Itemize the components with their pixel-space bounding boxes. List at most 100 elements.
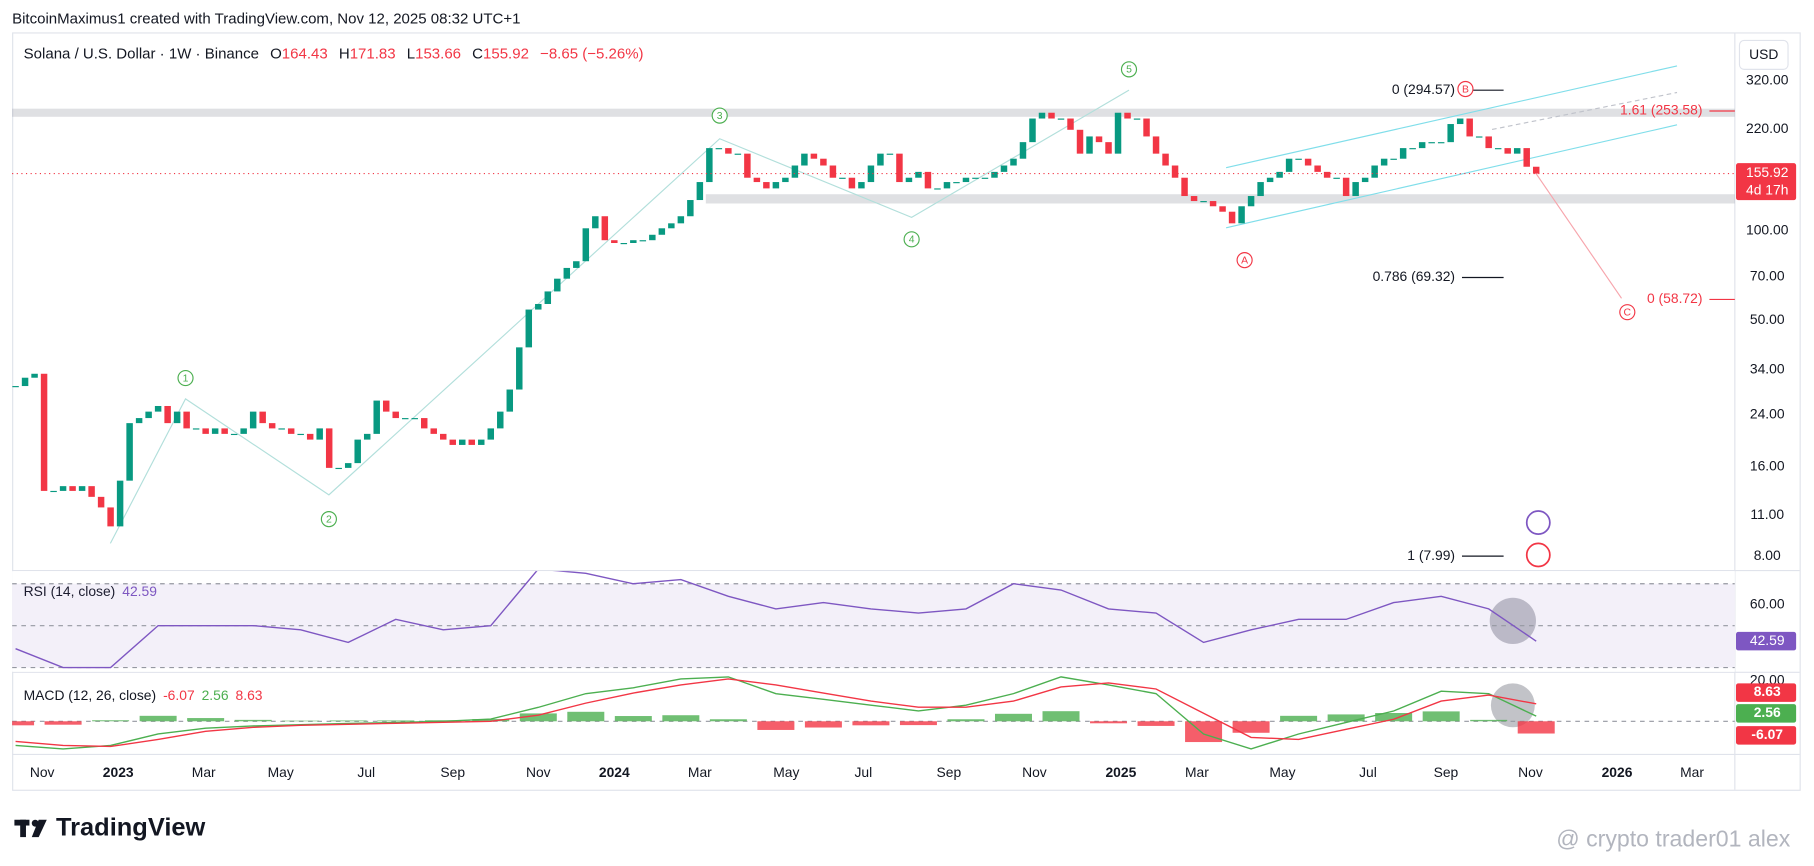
candle (877, 153, 884, 166)
logo: TradingView (56, 814, 206, 842)
candle (468, 439, 475, 445)
candle (173, 411, 181, 424)
candle (573, 261, 580, 268)
candle (449, 439, 456, 445)
candle (1152, 136, 1160, 154)
rsi-line (15, 571, 1537, 669)
rsi-last: 42.59 (1750, 632, 1785, 648)
histogram-bar (757, 721, 795, 730)
candle (1086, 136, 1093, 154)
candle (116, 480, 124, 527)
histogram-bar (1327, 714, 1365, 722)
candle (1057, 118, 1065, 120)
x-tick-label: 2024 (599, 764, 630, 780)
candle (50, 490, 57, 493)
wave-badge (177, 369, 194, 387)
candle (1105, 142, 1112, 154)
histogram-bar (804, 721, 842, 728)
candle (221, 428, 228, 434)
wave-label: 2 (326, 514, 332, 525)
wave-labels: 1 2 3 4 5 A B C (177, 61, 1636, 528)
candle (772, 182, 780, 189)
candle (12, 386, 19, 388)
x-tick-label: May (1269, 764, 1295, 780)
candle (1342, 177, 1350, 197)
macd-plot (12, 676, 1735, 750)
candle (430, 428, 437, 434)
candle (1200, 201, 1207, 203)
candle (202, 428, 209, 434)
wave-path (109, 89, 1130, 544)
histogram-bar (1375, 713, 1413, 722)
candle (544, 291, 552, 304)
candle (145, 411, 152, 419)
wave-label: A (1241, 255, 1248, 266)
x-tick-label: May (773, 764, 799, 780)
x-tick-label: Nov (1022, 764, 1047, 780)
candle (373, 400, 380, 434)
histogram-bar (329, 720, 367, 722)
currency-box[interactable] (1738, 39, 1789, 70)
candle (1143, 118, 1150, 137)
candle (1285, 158, 1293, 172)
y-tick-label: 100.00 (1746, 222, 1789, 238)
candle (164, 405, 171, 424)
macd-badge (1736, 704, 1797, 723)
signal-line (15, 678, 1537, 748)
candle (734, 153, 742, 155)
histogram-bar (614, 716, 652, 722)
ohlc-value: 153.66 (415, 45, 461, 62)
candle (440, 433, 447, 440)
histogram-bar (519, 713, 557, 722)
candle (1095, 136, 1103, 143)
candle (278, 428, 285, 430)
x-tick-label: May (268, 764, 294, 780)
countdown: 4d 17h (1746, 182, 1788, 198)
candle (249, 411, 257, 429)
candle (40, 373, 48, 491)
candle (1323, 171, 1331, 178)
fib-label: 1 (7.99) (1407, 547, 1455, 563)
candle (744, 153, 751, 178)
candle (753, 177, 761, 183)
y-tick-label: 16.00 (1750, 458, 1785, 474)
candle (525, 309, 533, 348)
wave-label: B (1462, 84, 1469, 95)
candle (1209, 201, 1217, 207)
wave-badge (1236, 252, 1253, 269)
ohlc-key: H (339, 45, 350, 62)
candle (611, 240, 618, 244)
x-tick-label: 2023 (103, 764, 134, 780)
candle (1437, 142, 1445, 144)
candle (858, 182, 865, 189)
candle (306, 433, 314, 440)
candle (1067, 118, 1074, 130)
x-tick-label: Sep (440, 764, 465, 780)
candle (497, 411, 504, 429)
fib-label: 0 (58.72) (1647, 290, 1702, 306)
histogram-bar (44, 721, 82, 725)
candle (915, 171, 922, 178)
candle (715, 148, 723, 150)
event-icon[interactable] (1525, 510, 1551, 536)
histogram-bar (899, 721, 937, 726)
candle (297, 433, 304, 436)
fib-label: 0 (294.57) (1392, 81, 1455, 97)
candle (259, 411, 266, 424)
candle (382, 400, 390, 412)
candle (981, 177, 989, 179)
candle (1361, 177, 1369, 183)
candle (21, 377, 29, 387)
event-icon[interactable] (1525, 542, 1551, 568)
candle (126, 423, 133, 481)
macd-last: 8.63 (1754, 683, 1781, 699)
candle (1409, 148, 1416, 150)
candle (1247, 196, 1255, 207)
candle (506, 389, 514, 412)
histogram-bar (1185, 721, 1223, 743)
rsi-pane (12, 571, 1735, 672)
candle (953, 182, 960, 184)
x-tick-label: Nov (1518, 764, 1543, 780)
currency[interactable]: USD (1749, 46, 1778, 62)
candle (962, 177, 970, 183)
